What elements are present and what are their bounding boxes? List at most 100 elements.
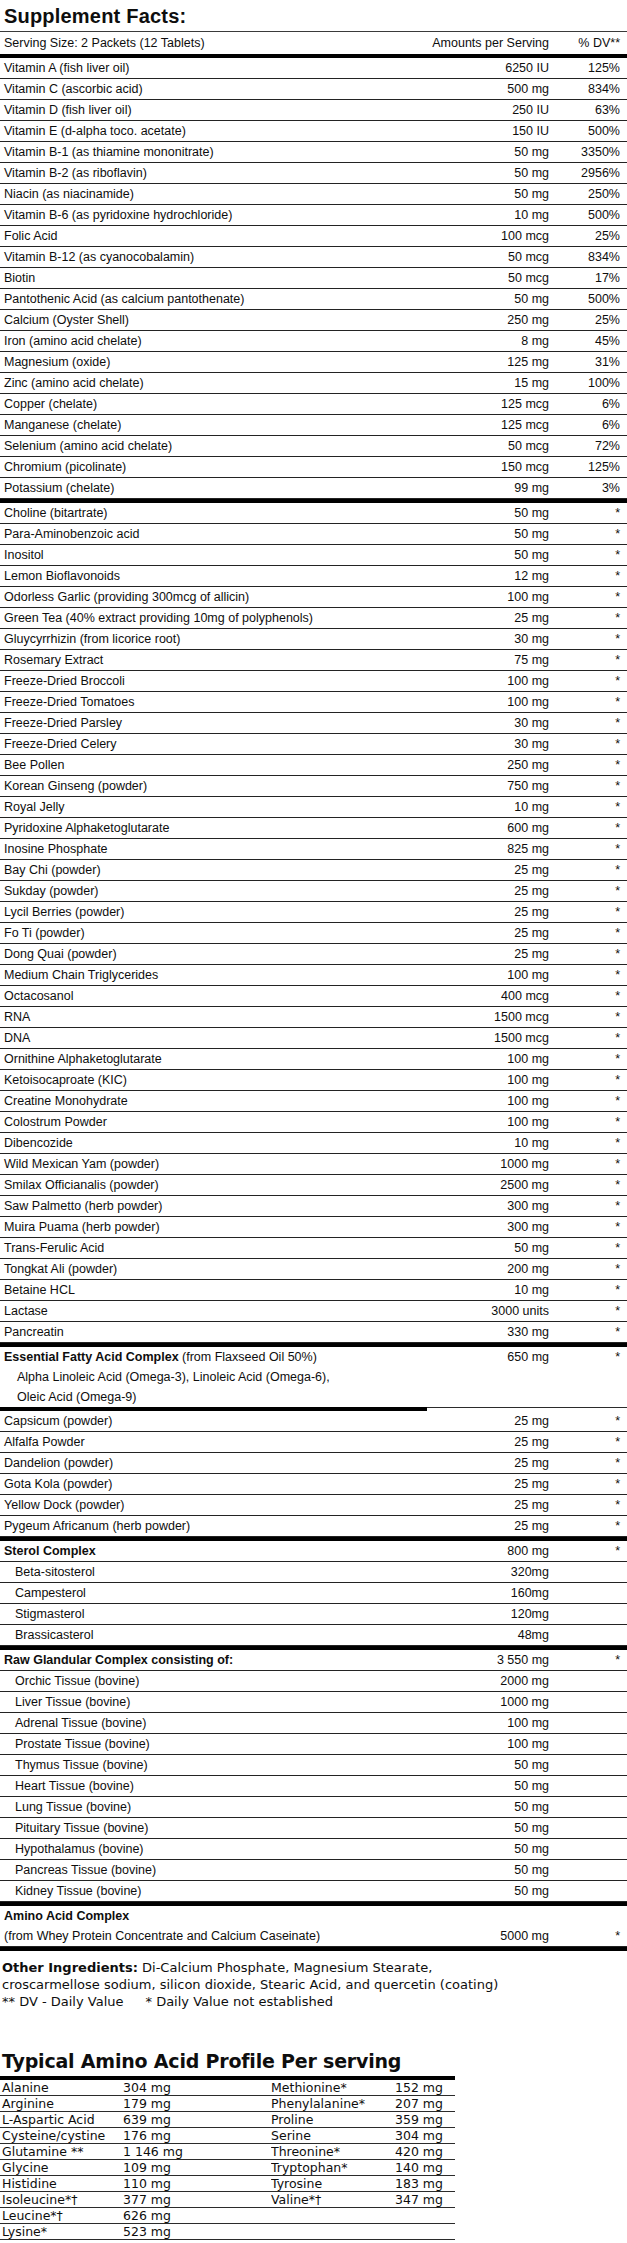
ingredient-dv: * bbox=[559, 632, 627, 646]
ingredient-name: Hypothalamus (bovine) bbox=[0, 1842, 409, 1856]
ingredient-dv: * bbox=[559, 800, 627, 814]
table-row: Pyridoxine Alphaketoglutarate600 mg* bbox=[0, 818, 627, 839]
ingredient-name: Vitamin B-1 (as thiamine mononitrate) bbox=[0, 145, 409, 159]
amino-name: Proline bbox=[271, 2112, 395, 2127]
ingredient-amount: 12 mg bbox=[409, 569, 559, 583]
amino-table-title: Typical Amino Acid Profile Per serving bbox=[0, 2050, 627, 2076]
amino-name: Leucine*† bbox=[0, 2208, 123, 2223]
ingredient-dv: * bbox=[559, 1498, 627, 1512]
table-row: Tongkat Ali (powder)200 mg* bbox=[0, 1259, 627, 1280]
ingredient-name: Muira Puama (herb powder) bbox=[0, 1220, 409, 1234]
table-row: Pantothenic Acid (as calcium pantothenat… bbox=[0, 289, 627, 310]
table-row: Pygeum Africanum (herb powder)25 mg* bbox=[0, 1516, 627, 1537]
table-row: Adrenal Tissue (bovine)100 mg bbox=[0, 1713, 627, 1734]
table-row: Vitamin A (fish liver oil)6250 IU125% bbox=[0, 58, 627, 79]
table-row: Colostrum Powder100 mg* bbox=[0, 1112, 627, 1133]
table-row: Heart Tissue (bovine)50 mg bbox=[0, 1776, 627, 1797]
table-row: Medium Chain Triglycerides100 mg* bbox=[0, 965, 627, 986]
ingredient-amount: 25 mg bbox=[409, 1435, 559, 1449]
ingredient-amount: 100 mg bbox=[409, 590, 559, 604]
ingredient-name: Pygeum Africanum (herb powder) bbox=[0, 1519, 409, 1533]
ingredient-name: DNA bbox=[0, 1031, 409, 1045]
ingredient-dv: 25% bbox=[559, 313, 627, 327]
amino-row: Glycine109 mgTryptophan*140 mg bbox=[0, 2160, 455, 2176]
ingredient-name: Ketoisocaproate (KIC) bbox=[0, 1073, 409, 1087]
ingredient-name: Choline (bitartrate) bbox=[0, 506, 409, 520]
ingredient-amount: 50 mg bbox=[409, 292, 559, 306]
ingredient-name: Bee Pollen bbox=[0, 758, 409, 772]
ingredient-amount: 200 mg bbox=[409, 1262, 559, 1276]
ingredient-name: Sukday (powder) bbox=[0, 884, 409, 898]
ingredient-dv: * bbox=[559, 674, 627, 688]
ingredient-amount: 125 mg bbox=[409, 355, 559, 369]
ingredient-name: Kidney Tissue (bovine) bbox=[0, 1884, 409, 1898]
ingredient-name: Freeze-Dried Parsley bbox=[0, 716, 409, 730]
ingredient-name: Brassicasterol bbox=[0, 1628, 409, 1642]
amino-amount: 626 mg bbox=[123, 2208, 271, 2223]
amino-name: Cysteine/cystine bbox=[0, 2128, 123, 2143]
ingredient-amount: 650 mg bbox=[409, 1350, 559, 1364]
ingredient-amount: 50 mg bbox=[409, 1800, 559, 1814]
ingredient-dv: 2956% bbox=[559, 166, 627, 180]
amino-name: Glutamine ** bbox=[0, 2144, 123, 2159]
ingredient-amount: 50 mg bbox=[409, 166, 559, 180]
ingredient-amount: 50 mg bbox=[409, 1779, 559, 1793]
ingredient-amount: 25 mg bbox=[409, 1414, 559, 1428]
amino-name: Tryptophan* bbox=[271, 2160, 395, 2175]
ingredient-amount: 50 mcg bbox=[409, 271, 559, 285]
ingredient-dv: * bbox=[559, 506, 627, 520]
ingredient-dv: * bbox=[559, 1136, 627, 1150]
ingredient-amount: 75 mg bbox=[409, 653, 559, 667]
table-row: Odorless Garlic (providing 300mcg of all… bbox=[0, 587, 627, 608]
ingredient-dv: * bbox=[559, 527, 627, 541]
ingredient-name: RNA bbox=[0, 1010, 409, 1024]
ingredient-dv: 63% bbox=[559, 103, 627, 117]
ingredient-dv: 31% bbox=[559, 355, 627, 369]
ingredient-amount: 50 mcg bbox=[409, 250, 559, 264]
ingredient-name: Pantothenic Acid (as calcium pantothenat… bbox=[0, 292, 409, 306]
ingredient-dv: * bbox=[559, 1220, 627, 1234]
ingredient-name: Raw Glandular Complex consisting of: bbox=[0, 1653, 409, 1667]
amino-name: Tyrosine bbox=[271, 2176, 395, 2191]
ingredient-dv: 834% bbox=[559, 250, 627, 264]
table-row: Vitamin B-1 (as thiamine mononitrate)50 … bbox=[0, 142, 627, 163]
amino-amount: 523 mg bbox=[123, 2224, 271, 2239]
ingredient-dv: * bbox=[559, 1929, 627, 1943]
ingredient-name: Ornithine Alphaketoglutarate bbox=[0, 1052, 409, 1066]
table-header-row: Serving Size: 2 Packets (12 Tablets) Amo… bbox=[0, 31, 627, 54]
amino-amount: 176 mg bbox=[123, 2128, 271, 2143]
other-ingredients-line1: Other Ingredients: Di-Calcium Phosphate,… bbox=[2, 1959, 627, 1976]
ingredient-amount: 10 mg bbox=[409, 1136, 559, 1150]
ingredient-amount: 100 mg bbox=[409, 1115, 559, 1129]
ingredient-dv: * bbox=[559, 1262, 627, 1276]
table-row: Magnesium (oxide)125 mg31% bbox=[0, 352, 627, 373]
amino-amount: 183 mg bbox=[395, 2176, 455, 2191]
ingredient-name: Essential Fatty Acid Complex (from Flaxs… bbox=[0, 1350, 409, 1364]
amino-row: L-Aspartic Acid639 mgProline359 mg bbox=[0, 2112, 455, 2128]
ingredient-name: Bay Chi (powder) bbox=[0, 863, 409, 877]
ingredient-amount: 1500 mcg bbox=[409, 1010, 559, 1024]
table-row: Kidney Tissue (bovine)50 mg bbox=[0, 1881, 627, 1902]
amino-row: Arginine179 mgPhenylalanine*207 mg bbox=[0, 2096, 455, 2112]
ingredient-name: Sterol Complex bbox=[0, 1544, 409, 1558]
ingredient-amount: 25 mg bbox=[409, 1519, 559, 1533]
table-row: Octacosanol400 mcg* bbox=[0, 986, 627, 1007]
amino-name: Isoleucine*† bbox=[0, 2192, 123, 2207]
table-row: Freeze-Dried Tomatoes100 mg* bbox=[0, 692, 627, 713]
table-row: Prostate Tissue (bovine)100 mg bbox=[0, 1734, 627, 1755]
ingredient-name: Niacin (as niacinamide) bbox=[0, 187, 409, 201]
ingredient-amount: 25 mg bbox=[409, 1477, 559, 1491]
ingredient-amount: 2000 mg bbox=[409, 1674, 559, 1688]
table-row: Lycil Berries (powder)25 mg* bbox=[0, 902, 627, 923]
ingredient-name: Calcium (Oyster Shell) bbox=[0, 313, 409, 327]
table-row: Betaine HCL10 mg* bbox=[0, 1280, 627, 1301]
ingredient-name: Vitamin B-2 (as riboflavin) bbox=[0, 166, 409, 180]
ingredient-amount: 50 mg bbox=[409, 548, 559, 562]
ingredient-amount: 300 mg bbox=[409, 1199, 559, 1213]
ingredient-name: Stigmasterol bbox=[0, 1607, 409, 1621]
ingredient-amount: 30 mg bbox=[409, 737, 559, 751]
other-ingredients-text1: Di-Calcium Phosphate, Magnesium Stearate… bbox=[142, 1960, 432, 1975]
table-row: Vitamin B-2 (as riboflavin)50 mg2956% bbox=[0, 163, 627, 184]
table-row: Oleic Acid (Omega-9) bbox=[0, 1387, 627, 1407]
ingredient-dv: * bbox=[559, 695, 627, 709]
